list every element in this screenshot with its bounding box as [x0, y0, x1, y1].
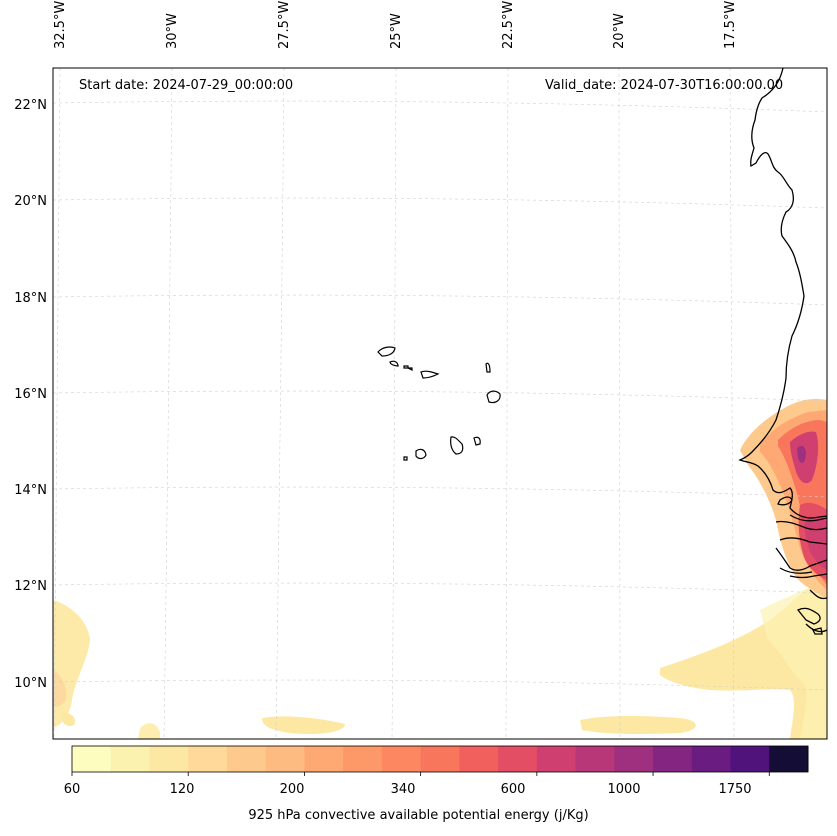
- colorbar-tick: 600: [500, 782, 526, 797]
- colorbar-segment: [691, 746, 732, 772]
- colorbar-tick: 120: [169, 782, 195, 797]
- valid-date: Valid_date: 2024-07-30T16:00:00.00: [545, 78, 784, 93]
- lon-label-32-5w: 32.5°W: [53, 0, 68, 49]
- colorbar-segment: [149, 746, 189, 772]
- lat-label-16n: 16°N: [14, 387, 47, 402]
- colorbar-title: 925 hPa convective available potential e…: [248, 808, 589, 823]
- cabo-verde-islands: [377, 346, 501, 461]
- colorbar-border: [71, 745, 809, 773]
- lat-label-22n: 22°N: [14, 98, 47, 113]
- colorbar-segment: [653, 746, 693, 772]
- lat-label-20n: 20°N: [14, 194, 47, 209]
- colorbar-segment: [420, 746, 460, 772]
- colorbar-segment: [536, 746, 577, 772]
- cape-field: [53, 398, 827, 739]
- lon-label-27-5w: 27.5°W: [277, 0, 292, 49]
- colorbar-segment: [110, 746, 150, 772]
- colorbar-segment: [498, 746, 538, 772]
- graticule: [52, 67, 828, 740]
- lon-label-20w: 20°W: [612, 13, 627, 49]
- colorbar-segment: [575, 746, 615, 772]
- colorbar-segment: [226, 746, 267, 772]
- colorbar: [71, 745, 809, 776]
- lat-label-10n: 10°N: [14, 676, 47, 691]
- colorbar-segment: [265, 746, 305, 772]
- lat-label-18n: 18°N: [14, 291, 47, 306]
- map-border: [52, 67, 828, 740]
- colorbar-segment: [72, 746, 112, 772]
- lon-label-25w: 25°W: [389, 13, 404, 49]
- lon-label-22-5w: 22.5°W: [501, 0, 516, 49]
- colorbar-segment: [769, 746, 809, 772]
- colorbar-tick: 60: [63, 782, 81, 797]
- lat-label-12n: 12°N: [14, 579, 47, 594]
- lon-label-30w: 30°W: [165, 13, 180, 49]
- colorbar-segment: [188, 746, 228, 772]
- colorbar-segment: [730, 746, 770, 772]
- colorbar-segment: [614, 746, 654, 772]
- start-date: Start date: 2024-07-29_00:00:00: [79, 78, 294, 93]
- colorbar-segment: [381, 746, 422, 772]
- colorbar-segment: [304, 746, 344, 772]
- map-frame: [53, 68, 827, 739]
- colorbar-segment: [343, 746, 383, 772]
- colorbar-tick: 1000: [607, 782, 641, 797]
- colorbar-tick: 340: [390, 782, 416, 797]
- colorbar-tick: 1750: [718, 782, 752, 797]
- lon-label-17-5w: 17.5°W: [723, 0, 738, 49]
- colorbar-segment: [459, 746, 499, 772]
- lat-label-14n: 14°N: [14, 483, 47, 498]
- coastline: [738, 67, 828, 635]
- colorbar-tick: 200: [279, 782, 305, 797]
